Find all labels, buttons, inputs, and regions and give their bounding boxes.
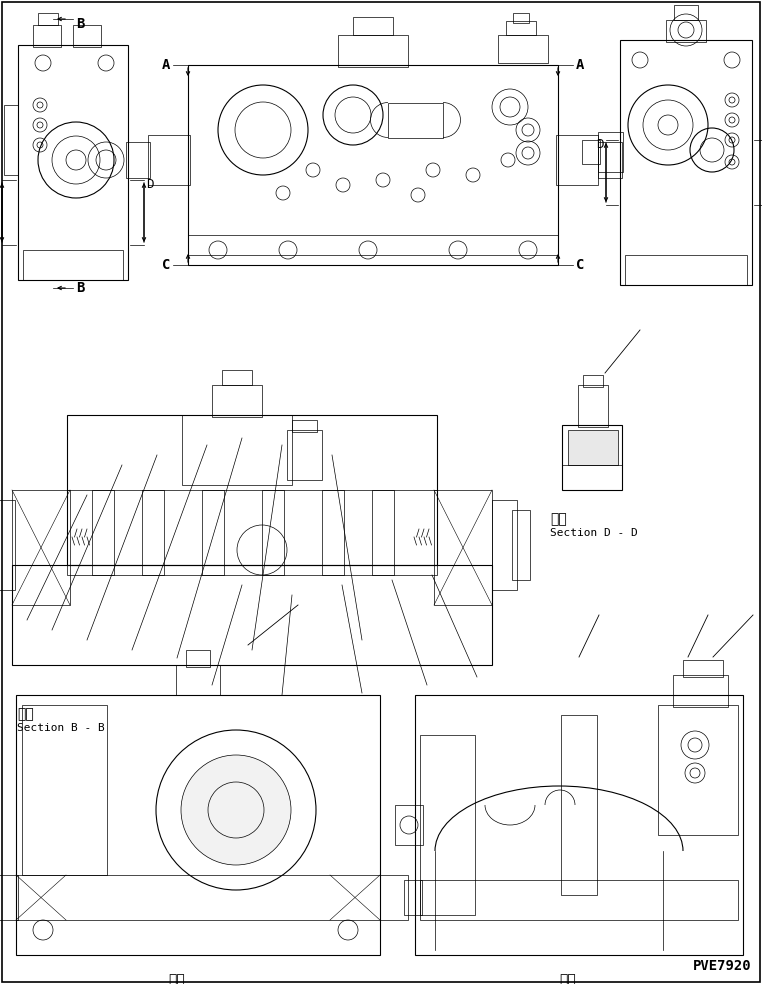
Bar	[583, 375, 603, 387]
Bar	[420, 735, 475, 915]
Bar	[683, 660, 723, 677]
Text: 断面: 断面	[168, 973, 184, 984]
Bar	[188, 65, 558, 265]
Bar	[23, 250, 123, 280]
Bar	[556, 135, 598, 185]
Text: 断面: 断面	[17, 707, 34, 721]
Text: C: C	[576, 258, 584, 272]
Text: 断面: 断面	[559, 973, 576, 984]
Bar	[73, 25, 101, 47]
Text: Section B - B: Section B - B	[17, 723, 104, 733]
Bar	[506, 21, 536, 35]
Bar	[598, 132, 623, 172]
Text: A: A	[162, 58, 170, 72]
Bar	[222, 370, 252, 385]
Bar	[16, 695, 380, 955]
Bar	[67, 490, 437, 575]
Bar	[380, 875, 408, 920]
Bar	[176, 665, 220, 695]
Bar	[512, 510, 530, 580]
Bar	[388, 103, 443, 138]
Bar	[38, 13, 58, 25]
Bar	[148, 135, 190, 185]
Bar	[18, 45, 128, 280]
Bar	[620, 40, 752, 285]
Text: Section D - D: Section D - D	[550, 528, 638, 538]
Bar	[598, 142, 622, 178]
Circle shape	[181, 755, 291, 865]
Bar	[395, 805, 423, 845]
Bar	[498, 35, 548, 63]
Bar	[420, 880, 738, 920]
Text: PVE7920: PVE7920	[693, 959, 752, 973]
Bar	[262, 490, 284, 575]
Bar	[0, 875, 18, 920]
Bar	[92, 490, 114, 575]
Bar	[182, 415, 292, 485]
Bar	[372, 490, 394, 575]
Text: B: B	[76, 281, 85, 295]
Text: C: C	[162, 258, 170, 272]
Bar	[353, 17, 393, 35]
Bar	[12, 565, 492, 665]
Bar	[67, 415, 437, 565]
Bar	[126, 142, 150, 178]
Bar	[16, 875, 380, 920]
Bar	[142, 490, 164, 575]
Bar	[4, 105, 18, 175]
Bar	[0, 500, 15, 590]
Bar	[582, 140, 600, 164]
Bar	[492, 500, 517, 590]
Bar	[202, 490, 224, 575]
Bar	[287, 430, 322, 480]
Bar	[415, 695, 743, 955]
Bar	[12, 490, 70, 605]
Bar	[673, 675, 728, 707]
Text: 断面: 断面	[550, 512, 567, 526]
Bar	[578, 385, 608, 427]
Bar	[666, 20, 706, 42]
Bar	[658, 705, 738, 835]
Text: D: D	[597, 139, 604, 152]
Bar	[338, 35, 408, 67]
Bar	[434, 490, 492, 605]
Bar	[33, 25, 61, 47]
Bar	[568, 430, 618, 465]
Bar	[212, 385, 262, 417]
Bar	[404, 880, 422, 915]
Bar	[292, 420, 317, 432]
Bar	[674, 5, 698, 20]
Bar	[188, 235, 558, 255]
Bar	[22, 705, 107, 875]
Text: D: D	[146, 178, 153, 192]
Text: B: B	[76, 17, 85, 31]
Bar	[561, 715, 597, 895]
Bar	[186, 650, 210, 667]
Text: A: A	[576, 58, 584, 72]
Bar	[625, 255, 747, 285]
Bar	[513, 13, 529, 23]
Bar	[322, 490, 344, 575]
Bar	[562, 425, 622, 490]
